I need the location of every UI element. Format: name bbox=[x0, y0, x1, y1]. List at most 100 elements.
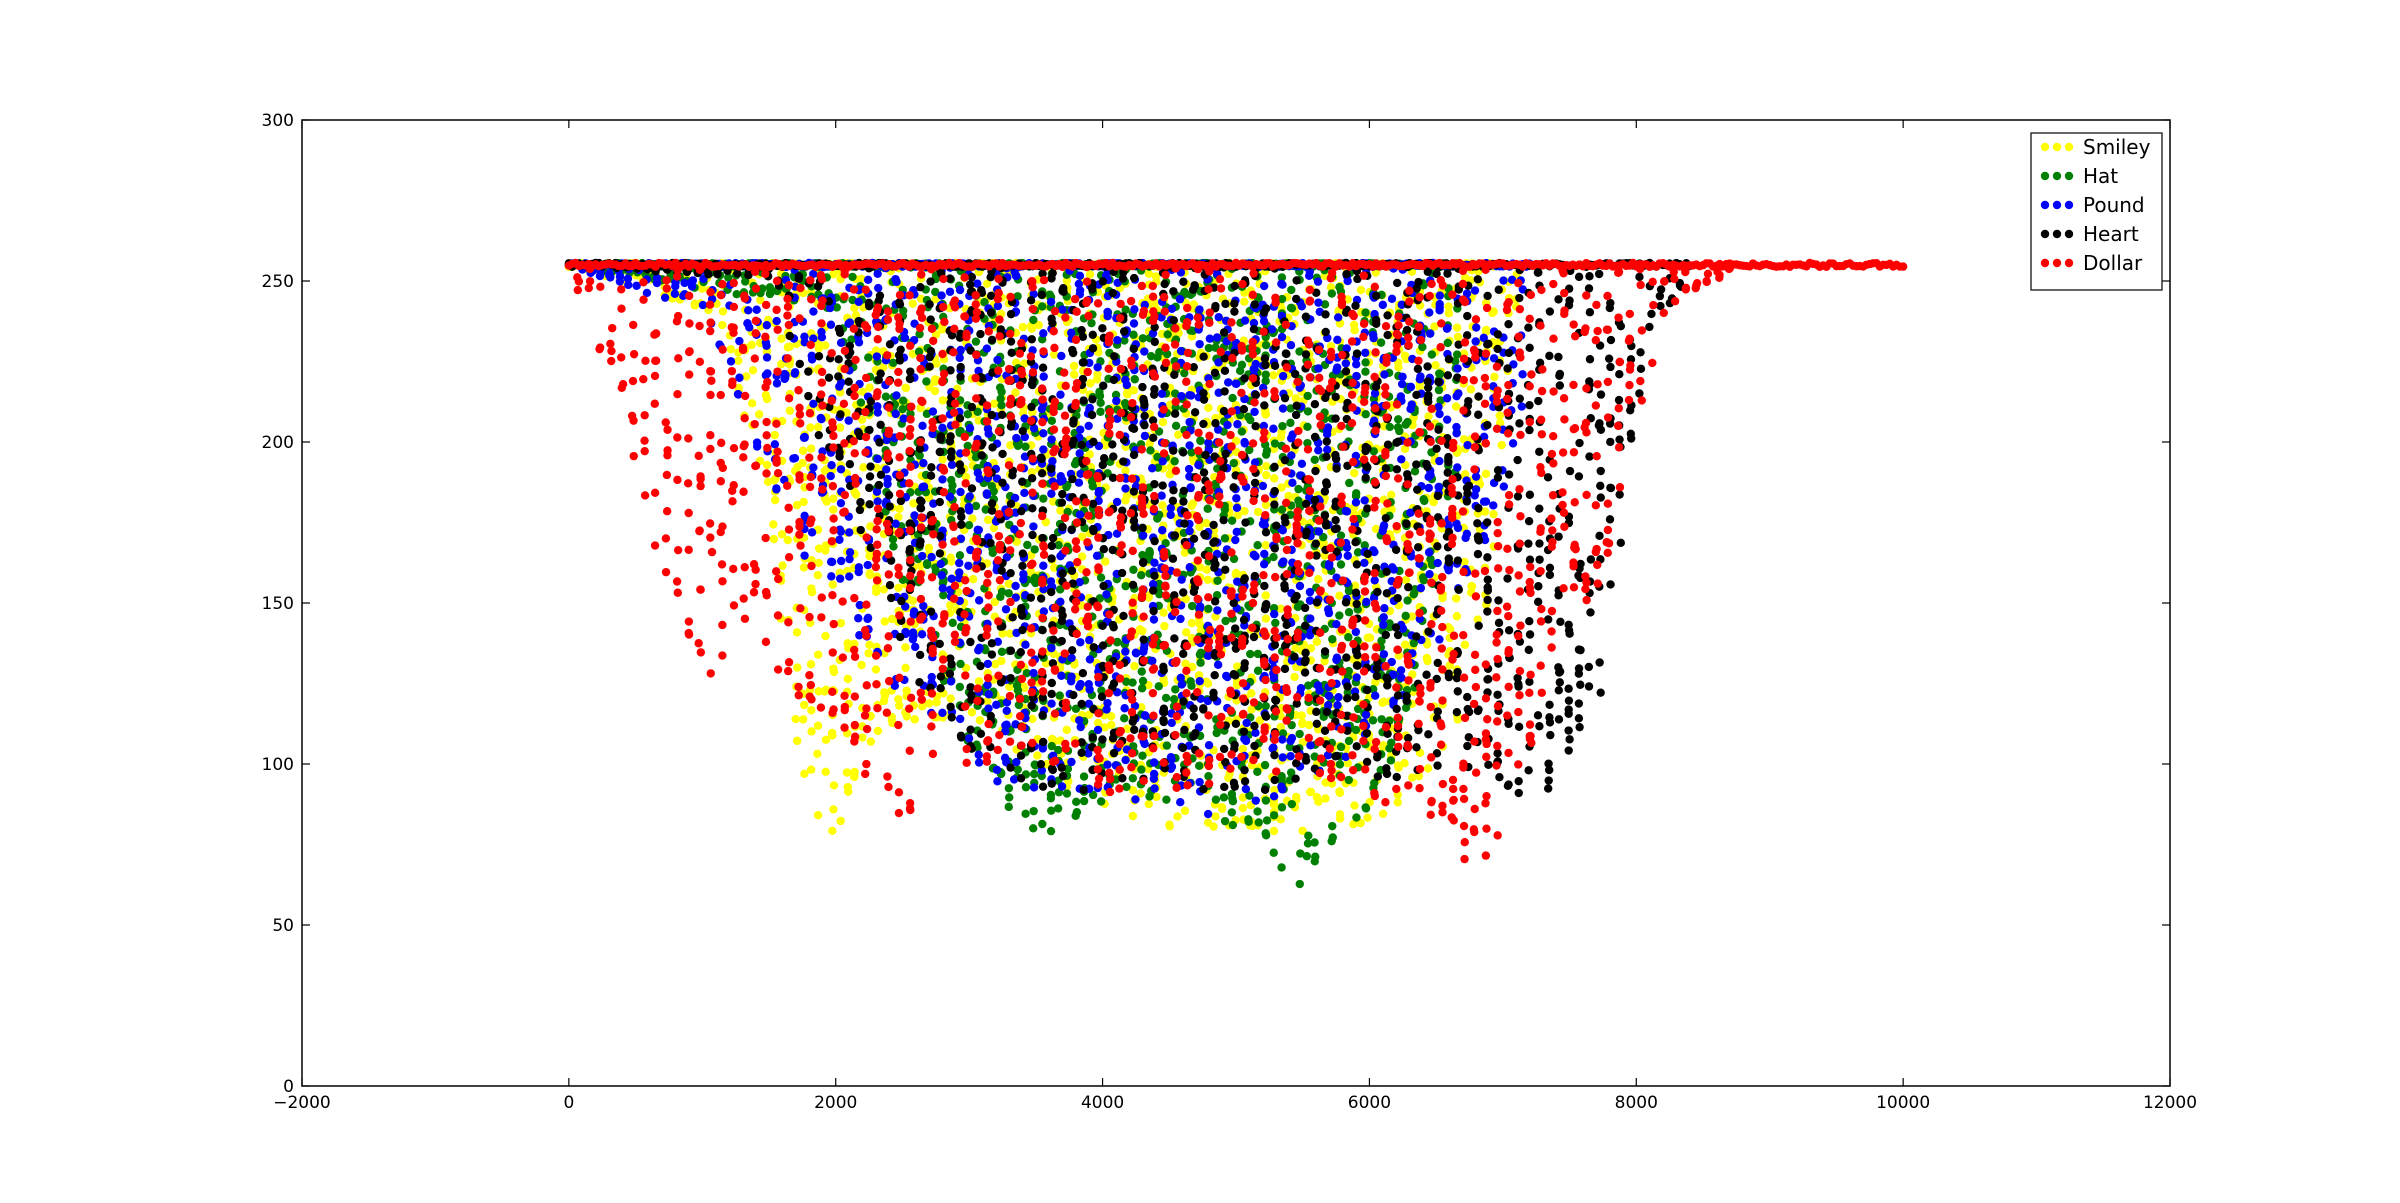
data-point bbox=[1176, 673, 1185, 683]
data-point bbox=[1269, 424, 1278, 433]
data-point bbox=[1229, 554, 1239, 564]
data-point bbox=[1137, 684, 1147, 693]
data-point bbox=[1351, 725, 1361, 735]
data-point bbox=[809, 269, 818, 279]
data-point bbox=[989, 487, 998, 496]
data-point bbox=[910, 511, 919, 520]
data-point bbox=[1047, 699, 1056, 708]
data-point bbox=[1310, 857, 1320, 866]
data-point bbox=[798, 458, 807, 468]
data-point bbox=[1029, 424, 1039, 433]
data-point bbox=[1121, 305, 1130, 314]
data-point bbox=[1277, 773, 1286, 783]
data-point bbox=[1473, 615, 1483, 624]
data-point bbox=[1269, 552, 1278, 562]
data-point bbox=[1401, 703, 1411, 713]
data-point bbox=[1356, 285, 1366, 295]
data-point bbox=[1400, 640, 1410, 649]
data-point bbox=[806, 423, 815, 432]
data-point bbox=[1460, 557, 1469, 567]
data-point bbox=[1344, 586, 1354, 596]
data-point bbox=[1137, 703, 1146, 712]
data-point bbox=[963, 410, 973, 419]
data-point bbox=[997, 656, 1006, 666]
data-point bbox=[1481, 469, 1491, 479]
data-point bbox=[889, 358, 898, 368]
data-point bbox=[1295, 581, 1305, 591]
data-point bbox=[1211, 812, 1220, 821]
data-point bbox=[1176, 346, 1186, 356]
data-point bbox=[1258, 481, 1268, 491]
data-point bbox=[1269, 811, 1279, 820]
data-point bbox=[1030, 760, 1039, 769]
data-point bbox=[1241, 784, 1251, 794]
data-point bbox=[845, 554, 854, 564]
data-point bbox=[1214, 358, 1223, 367]
data-point bbox=[826, 471, 835, 481]
data-point bbox=[1094, 488, 1103, 498]
data-point bbox=[1056, 597, 1065, 607]
data-point bbox=[855, 631, 864, 640]
data-point bbox=[1369, 447, 1378, 456]
data-point bbox=[832, 303, 841, 312]
data-point bbox=[1295, 347, 1304, 356]
data-point bbox=[1144, 799, 1153, 809]
data-point bbox=[1102, 590, 1111, 599]
data-point bbox=[902, 686, 911, 695]
data-point bbox=[898, 306, 908, 316]
data-point bbox=[1453, 715, 1462, 724]
data-point bbox=[1403, 596, 1412, 605]
data-point bbox=[1237, 360, 1247, 370]
data-point bbox=[1233, 511, 1242, 520]
data-point bbox=[1034, 320, 1043, 330]
data-point bbox=[1047, 643, 1056, 653]
data-point bbox=[1452, 350, 1462, 359]
data-point bbox=[956, 534, 966, 543]
data-point bbox=[740, 277, 750, 286]
data-point bbox=[1232, 379, 1241, 389]
data-point bbox=[1145, 546, 1154, 556]
data-point bbox=[726, 344, 736, 354]
data-point bbox=[769, 534, 779, 544]
data-point bbox=[809, 334, 818, 343]
data-point bbox=[1232, 527, 1241, 537]
data-point bbox=[1213, 576, 1222, 585]
data-point bbox=[745, 323, 754, 332]
data-point bbox=[1237, 427, 1247, 436]
data-point bbox=[1062, 725, 1071, 735]
data-point bbox=[1213, 464, 1222, 473]
data-point bbox=[1386, 756, 1396, 765]
data-point bbox=[1171, 685, 1180, 694]
data-point bbox=[983, 659, 993, 669]
data-point bbox=[1020, 414, 1029, 423]
data-point bbox=[964, 502, 974, 512]
data-point bbox=[1261, 450, 1271, 459]
data-point bbox=[1202, 519, 1211, 528]
data-point bbox=[800, 769, 809, 778]
data-point bbox=[1451, 402, 1461, 411]
data-point bbox=[1096, 407, 1105, 416]
data-point bbox=[1251, 796, 1260, 805]
data-point bbox=[873, 454, 882, 464]
data-point bbox=[1490, 372, 1499, 382]
data-point bbox=[1287, 285, 1296, 295]
data-point bbox=[890, 681, 900, 690]
data-point bbox=[1011, 271, 1021, 281]
data-point bbox=[1162, 795, 1171, 804]
data-point bbox=[1013, 292, 1022, 301]
data-point bbox=[894, 695, 903, 704]
data-point bbox=[680, 278, 689, 288]
data-point bbox=[1189, 300, 1199, 309]
data-point bbox=[1138, 550, 1147, 560]
data-point bbox=[687, 277, 697, 286]
data-point bbox=[936, 559, 945, 569]
data-point bbox=[1020, 359, 1029, 368]
data-point bbox=[781, 370, 790, 380]
data-point bbox=[734, 383, 743, 393]
data-point bbox=[1278, 371, 1288, 381]
data-point bbox=[1121, 581, 1130, 591]
data-point bbox=[1021, 809, 1030, 819]
data-point bbox=[1173, 430, 1183, 439]
data-point bbox=[1129, 742, 1138, 751]
data-point bbox=[1242, 718, 1251, 728]
